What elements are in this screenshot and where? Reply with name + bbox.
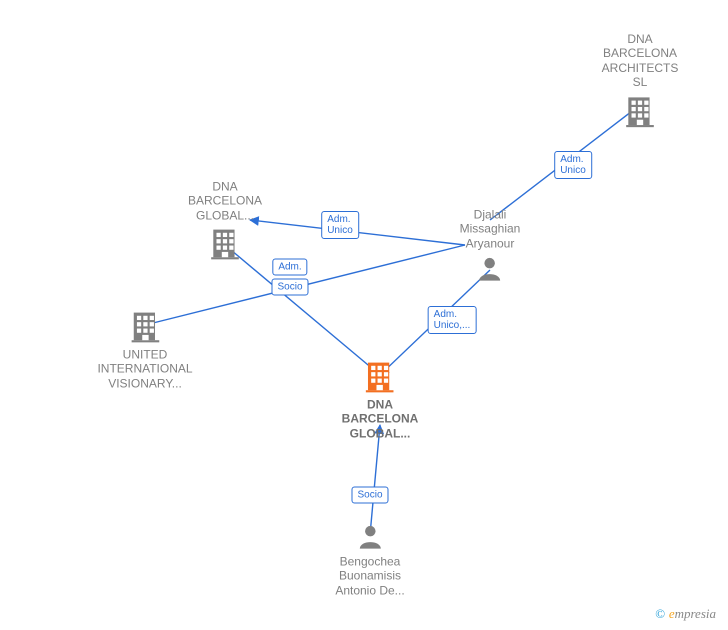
- person-icon: [476, 255, 504, 283]
- node-n_bengo[interactable]: Bengochea Buonamisis Antonio De...: [335, 522, 404, 597]
- edge-label: Socio: [351, 487, 388, 504]
- node-n_djalali[interactable]: Djalali Missaghian Aryanour: [460, 207, 521, 282]
- node-label: UNITED INTERNATIONAL VISIONARY...: [97, 347, 192, 390]
- copyright-symbol: ©: [655, 606, 665, 621]
- building-icon: [623, 94, 657, 128]
- edge-label: Adm. Unico: [321, 211, 359, 239]
- node-label: DNA BARCELONA ARCHITECTS SL: [596, 32, 684, 90]
- building-icon: [128, 309, 162, 343]
- watermark: © empresia: [655, 606, 716, 622]
- node-n_dna_global2[interactable]: DNA BARCELONA GLOBAL...: [342, 359, 419, 440]
- building-icon: [363, 359, 397, 393]
- node-label: Bengochea Buonamisis Antonio De...: [335, 554, 404, 597]
- node-label: DNA BARCELONA GLOBAL...: [188, 179, 262, 222]
- edge-label: Socio: [271, 279, 308, 296]
- edge-label: Adm. Unico,...: [428, 306, 477, 334]
- brand-rest: mpresia: [675, 606, 716, 621]
- edge-label: Adm. Unico: [554, 151, 592, 179]
- edge-label: Adm.: [272, 259, 307, 276]
- node-label: DNA BARCELONA GLOBAL...: [342, 397, 419, 440]
- edge: [370, 425, 380, 535]
- node-label: Djalali Missaghian Aryanour: [460, 207, 521, 250]
- node-n_dna_global1[interactable]: DNA BARCELONA GLOBAL...: [188, 179, 262, 260]
- person-icon: [356, 522, 384, 550]
- node-n_dna_arch[interactable]: DNA BARCELONA ARCHITECTS SL: [596, 32, 684, 128]
- node-n_united[interactable]: UNITED INTERNATIONAL VISIONARY...: [97, 309, 192, 390]
- building-icon: [208, 227, 242, 261]
